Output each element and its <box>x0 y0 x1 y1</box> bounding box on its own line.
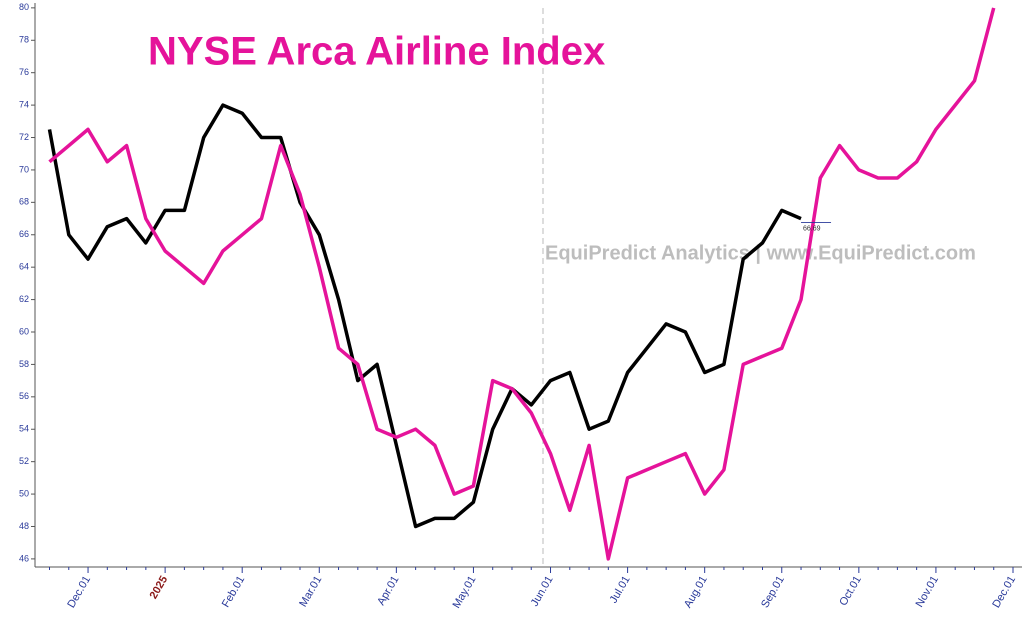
y-tick-label: 56 <box>19 391 29 401</box>
x-tick-label: Feb.01 <box>220 574 248 610</box>
x-tick-label: Dec.01 <box>990 574 1018 610</box>
x-tick-label: Jun.01 <box>529 574 556 609</box>
annotation: 66.69 <box>803 225 821 232</box>
plot <box>47 7 996 561</box>
series-line <box>48 7 996 561</box>
y-tick-label: 58 <box>19 359 29 369</box>
watermark: EquiPredict Analytics | www.EquiPredict.… <box>545 242 976 264</box>
y-tick-label: 62 <box>19 294 29 304</box>
x-tick-label: Aug.01 <box>682 574 710 610</box>
y-tick-label: 72 <box>19 132 29 142</box>
y-tick-label: 50 <box>19 488 29 498</box>
y-tick-label: 60 <box>19 326 29 336</box>
y-tick-label: 78 <box>19 35 29 45</box>
chart-title: NYSE Arca Airline Index <box>148 30 605 74</box>
x-tick-label: Mar.01 <box>297 574 324 609</box>
y-tick-label: 52 <box>19 456 29 466</box>
x-tick-label: 2025 <box>148 574 171 601</box>
y-tick-label: 54 <box>19 424 29 434</box>
y-tick-label: 46 <box>19 553 29 563</box>
y-tick-label: 74 <box>19 99 29 109</box>
y-tick-label: 76 <box>19 67 29 77</box>
y-tick-label: 48 <box>19 521 29 531</box>
y-tick-label: 80 <box>19 2 29 12</box>
x-tick-label: Nov.01 <box>914 574 941 609</box>
x-tick-label: Jul.01 <box>608 574 633 605</box>
x-tick-label: Oct.01 <box>837 574 864 608</box>
y-tick-label: 66 <box>19 229 29 239</box>
y-tick-label: 64 <box>19 262 29 272</box>
x-tick-label: May.01 <box>451 574 479 611</box>
y-tick-label: 70 <box>19 164 29 174</box>
x-tick-label: Apr.01 <box>375 574 401 608</box>
series-line <box>47 103 802 529</box>
x-tick-label: Sep.01 <box>759 574 787 610</box>
y-tick-label: 68 <box>19 197 29 207</box>
x-tick-label: Dec.01 <box>65 574 93 610</box>
